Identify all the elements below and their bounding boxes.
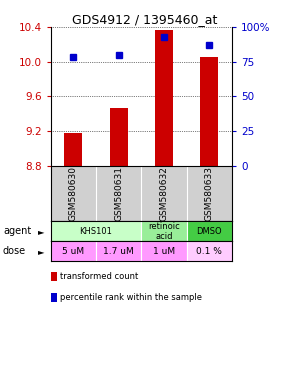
Text: KHS101: KHS101	[80, 227, 113, 236]
Text: 5 uM: 5 uM	[62, 247, 84, 256]
Text: 1 uM: 1 uM	[153, 247, 175, 256]
Text: GSM580631: GSM580631	[114, 166, 123, 221]
Bar	[51, 241, 96, 261]
Text: dose: dose	[3, 246, 26, 256]
Bar	[187, 241, 232, 261]
Text: ►: ►	[39, 227, 45, 236]
Text: DMSO: DMSO	[197, 227, 222, 236]
Text: GSM580633: GSM580633	[205, 166, 214, 221]
Bar	[64, 133, 82, 166]
Text: retinoic
acid: retinoic acid	[148, 222, 180, 241]
Text: GSM580630: GSM580630	[69, 166, 78, 221]
Bar	[155, 30, 173, 166]
Text: 1.7 uM: 1.7 uM	[103, 247, 134, 256]
Bar	[96, 241, 142, 261]
Bar	[142, 241, 187, 261]
Text: percentile rank within the sample: percentile rank within the sample	[60, 293, 202, 302]
Text: 0.1 %: 0.1 %	[196, 247, 222, 256]
Bar	[142, 222, 187, 241]
Text: ►: ►	[39, 247, 45, 256]
Bar	[110, 108, 128, 166]
Bar	[187, 222, 232, 241]
Text: transformed count: transformed count	[60, 272, 138, 281]
Text: GDS4912 / 1395460_at: GDS4912 / 1395460_at	[72, 13, 218, 26]
Bar	[200, 57, 218, 166]
Text: GSM580632: GSM580632	[160, 166, 168, 221]
Text: agent: agent	[3, 226, 31, 236]
Bar	[51, 222, 142, 241]
